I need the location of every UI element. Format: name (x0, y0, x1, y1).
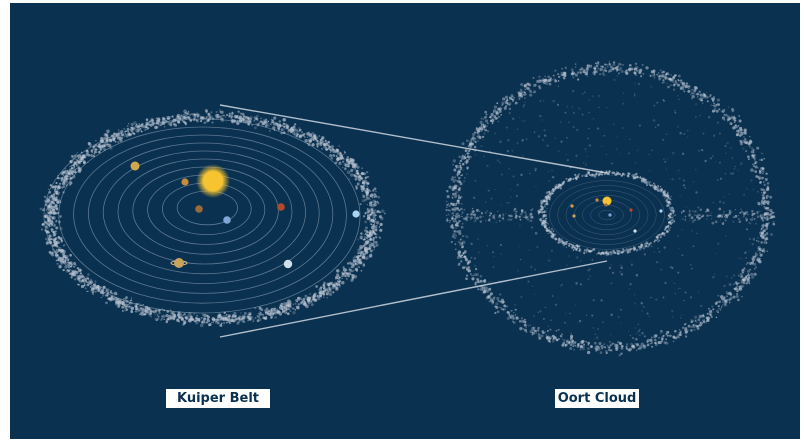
planets (130, 161, 360, 269)
planet-5 (277, 203, 285, 211)
sun (203, 171, 223, 191)
planet-6 (174, 258, 184, 268)
inner-planet (608, 213, 612, 217)
planet-7 (283, 259, 293, 269)
zoom-line-bottom (219, 260, 608, 338)
kuiper-belt-ring (39, 108, 386, 328)
inner-planet (629, 208, 633, 212)
planet-8 (352, 210, 360, 218)
inner-orbit (557, 185, 657, 245)
inner-planet (572, 214, 576, 218)
inner-planet (604, 203, 608, 207)
planet-3 (195, 205, 203, 213)
planet-2 (181, 178, 189, 186)
inner-planet (659, 209, 663, 213)
inner-system-backdrop (533, 166, 681, 260)
orbit-ring (88, 142, 320, 285)
inner-orbit (598, 209, 616, 221)
inner-orbit (565, 190, 649, 240)
orbit-ring (58, 126, 347, 304)
orbit-ring (117, 158, 293, 265)
inner-planet (570, 204, 574, 208)
inner-planet (595, 198, 599, 202)
planet-4 (223, 216, 231, 224)
zoom-line-top (219, 104, 608, 174)
oort-cloud-label: Oort Cloud (555, 389, 639, 408)
kuiper-belt-label: Kuiper Belt (166, 389, 270, 408)
orbit-ring (43, 118, 361, 314)
inner-orbit (549, 180, 665, 250)
oort-inner-solar-system (533, 166, 681, 260)
solar-system-diagram (39, 61, 776, 357)
orbit-ring (102, 150, 306, 275)
zoom-connector-lines (219, 104, 608, 338)
planet-1 (130, 161, 140, 171)
inner-planet (633, 229, 637, 233)
orbit-ring (73, 134, 334, 294)
diagram-panel: Kuiper Belt Oort Cloud (10, 3, 800, 439)
inner-sun (602, 196, 612, 206)
